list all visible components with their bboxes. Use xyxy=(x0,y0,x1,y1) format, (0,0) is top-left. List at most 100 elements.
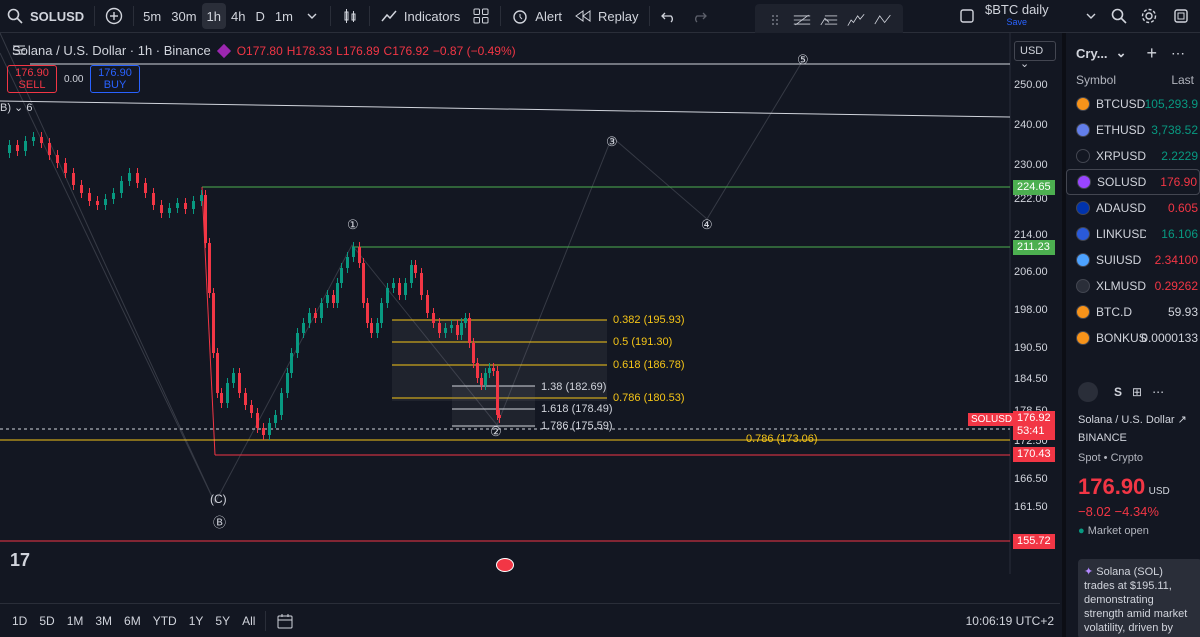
watchlist-row[interactable]: XRPUSD 2.2229 xyxy=(1066,143,1200,169)
range-button-3m[interactable]: 3M xyxy=(95,613,113,628)
fullscreen-button[interactable] xyxy=(1166,0,1196,33)
fib-ext-zone xyxy=(452,386,535,428)
sell-button[interactable]: 176.90 SELL xyxy=(7,65,57,93)
candle-body xyxy=(404,283,407,295)
timeframe-30m[interactable]: 30m xyxy=(171,8,197,24)
candle-body xyxy=(420,273,423,295)
range-button-1m[interactable]: 1M xyxy=(66,613,84,628)
wave-label-5[interactable]: ⑤ xyxy=(797,52,809,67)
col-symbol[interactable]: Symbol xyxy=(1076,73,1117,87)
fib-extension-icon[interactable] xyxy=(820,11,838,29)
range-button-6m[interactable]: 6M xyxy=(124,613,141,628)
more-icon[interactable]: ⋯ xyxy=(1152,385,1165,399)
square-icon xyxy=(960,9,974,23)
wave-label-c[interactable]: (C) xyxy=(210,492,227,506)
elliott-correction-icon[interactable] xyxy=(874,11,892,29)
watchlist-row[interactable]: XLMUSD 0.29262 xyxy=(1066,273,1200,299)
legend-high: H178.33 xyxy=(286,43,333,58)
range-button-5d[interactable]: 5D xyxy=(39,613,55,628)
range-button-1y[interactable]: 1Y xyxy=(188,613,204,628)
candle-body xyxy=(184,203,187,209)
quick-search-button[interactable] xyxy=(1104,0,1134,33)
buy-button[interactable]: 176.90 BUY xyxy=(90,65,140,93)
wave-label-b[interactable]: Ⓑ xyxy=(213,515,227,530)
chart-pane[interactable]: Solana / U.S. Dollar · 1h · Binance O177… xyxy=(0,33,1060,603)
detail-symbol[interactable]: S xyxy=(1114,385,1123,399)
plus-icon[interactable]: + xyxy=(1146,42,1157,63)
watchlist-row[interactable]: BONKUS 0.0000133 xyxy=(1066,325,1200,351)
timeframe-4h[interactable]: 4h xyxy=(231,8,246,24)
bottom-toolbar: 1D 5D 1M 3M 6M YTD 1Y 5Y All 10:06:19 UTC+2 xyxy=(0,603,1060,637)
coin-logo-icon xyxy=(1076,253,1090,267)
fib-zone xyxy=(392,320,607,401)
fib-retracement-icon[interactable] xyxy=(793,11,811,29)
timeframe-d[interactable]: D xyxy=(255,8,265,24)
price-tick-label: 184.50 xyxy=(1014,373,1048,385)
candle-body xyxy=(80,185,83,193)
layout-menu-button[interactable] xyxy=(1076,0,1106,33)
candle-body xyxy=(444,328,447,333)
range-button-5y[interactable]: 5Y xyxy=(215,613,231,628)
chart-canvas[interactable] xyxy=(0,33,1060,603)
indicator-collapsed-label[interactable]: B) ⌄ 6 xyxy=(0,102,33,114)
detail-name[interactable]: Solana / U.S. Dollar xyxy=(1078,414,1175,426)
more-icon[interactable]: ⋯ xyxy=(1170,44,1185,61)
tradingview-logo[interactable]: 17 xyxy=(10,550,31,570)
timeframe-dropdown[interactable] xyxy=(298,0,326,33)
wave-path-prior xyxy=(0,33,216,504)
watchlist-title[interactable]: Cry... xyxy=(1076,45,1108,61)
drag-handle-icon[interactable] xyxy=(766,11,784,29)
calendar-icon[interactable] xyxy=(276,612,294,630)
currency-select[interactable]: USD ⌄ xyxy=(1014,41,1056,70)
wave-label-3[interactable]: ③ xyxy=(606,134,618,149)
watchlist-panel: Cry... ⌄ + ⋯ Symbol Last BTCUSD 105,293.9… xyxy=(1062,33,1200,637)
alert-button[interactable]: Alert xyxy=(505,0,568,33)
candle-body xyxy=(128,173,131,181)
add-symbol-button[interactable] xyxy=(99,0,129,33)
timezone-clock[interactable]: 10:06:19 UTC+2 xyxy=(965,614,1054,628)
sell-price: 176.90 xyxy=(15,67,49,79)
elliott-impulse-icon[interactable] xyxy=(847,11,865,29)
ai-summary-card[interactable]: ✦ Solana (SOL) trades at $195.11, demons… xyxy=(1078,559,1200,637)
timeframe-1m[interactable]: 1m xyxy=(274,8,293,24)
range-button-all[interactable]: All xyxy=(242,613,256,628)
watchlist-row[interactable]: BTC.D 59.93 xyxy=(1066,299,1200,325)
symbol-search-button[interactable]: SOLUSD xyxy=(0,0,90,33)
wave-label-4[interactable]: ④ xyxy=(701,217,713,232)
timeframe-1h[interactable]: 1h xyxy=(201,3,226,29)
event-flag-icon[interactable] xyxy=(496,558,514,572)
indicators-button[interactable]: Indicators xyxy=(374,0,466,33)
watchlist-row[interactable]: LINKUSD 16.106 xyxy=(1066,221,1200,247)
candle-body xyxy=(256,413,259,428)
wave-label-2[interactable]: ② xyxy=(490,424,502,439)
price-tick-label: 250.00 xyxy=(1014,79,1048,91)
redo-button[interactable] xyxy=(684,0,714,33)
zoom-search-icon xyxy=(1111,8,1127,24)
candle-body xyxy=(464,318,467,323)
templates-button[interactable] xyxy=(466,0,496,33)
layout-name-button[interactable]: $BTC daily Save xyxy=(985,3,1049,28)
indicator-count: 6 xyxy=(26,102,33,114)
watchlist-row[interactable]: SOLUSD 176.90 xyxy=(1066,169,1200,195)
settings-button[interactable] xyxy=(1134,0,1164,33)
watchlist-symbol: XRPUSD xyxy=(1096,149,1146,163)
chart-type-button[interactable] xyxy=(335,0,365,33)
hamburger-icon[interactable] xyxy=(12,43,26,57)
wave-label-1[interactable]: ① xyxy=(347,217,359,232)
range-button-1d[interactable]: 1D xyxy=(12,613,28,628)
watchlist-row[interactable]: BTCUSD 105,293.9 xyxy=(1066,91,1200,117)
candle-body xyxy=(492,368,495,371)
watchlist-symbol: BTC.D xyxy=(1096,305,1132,319)
range-button-ytd[interactable]: YTD xyxy=(152,613,177,628)
col-last[interactable]: Last xyxy=(1171,73,1194,87)
last-price-value: 176.92 xyxy=(1017,412,1051,424)
replay-button[interactable]: Replay xyxy=(568,0,644,33)
watchlist-row[interactable]: SUIUSD 2.34100 xyxy=(1066,247,1200,273)
timeframe-5m[interactable]: 5m xyxy=(143,8,162,24)
layout-grid-icon[interactable]: ⊞ xyxy=(1132,385,1143,399)
watchlist-row[interactable]: ADAUSD 0.605 xyxy=(1066,195,1200,221)
undo-button[interactable] xyxy=(654,0,684,33)
layout-toggle-button[interactable] xyxy=(952,0,982,33)
watchlist-row[interactable]: ETHUSD 3,738.52 xyxy=(1066,117,1200,143)
chevron-down-icon[interactable]: ⌄ xyxy=(1115,45,1127,60)
